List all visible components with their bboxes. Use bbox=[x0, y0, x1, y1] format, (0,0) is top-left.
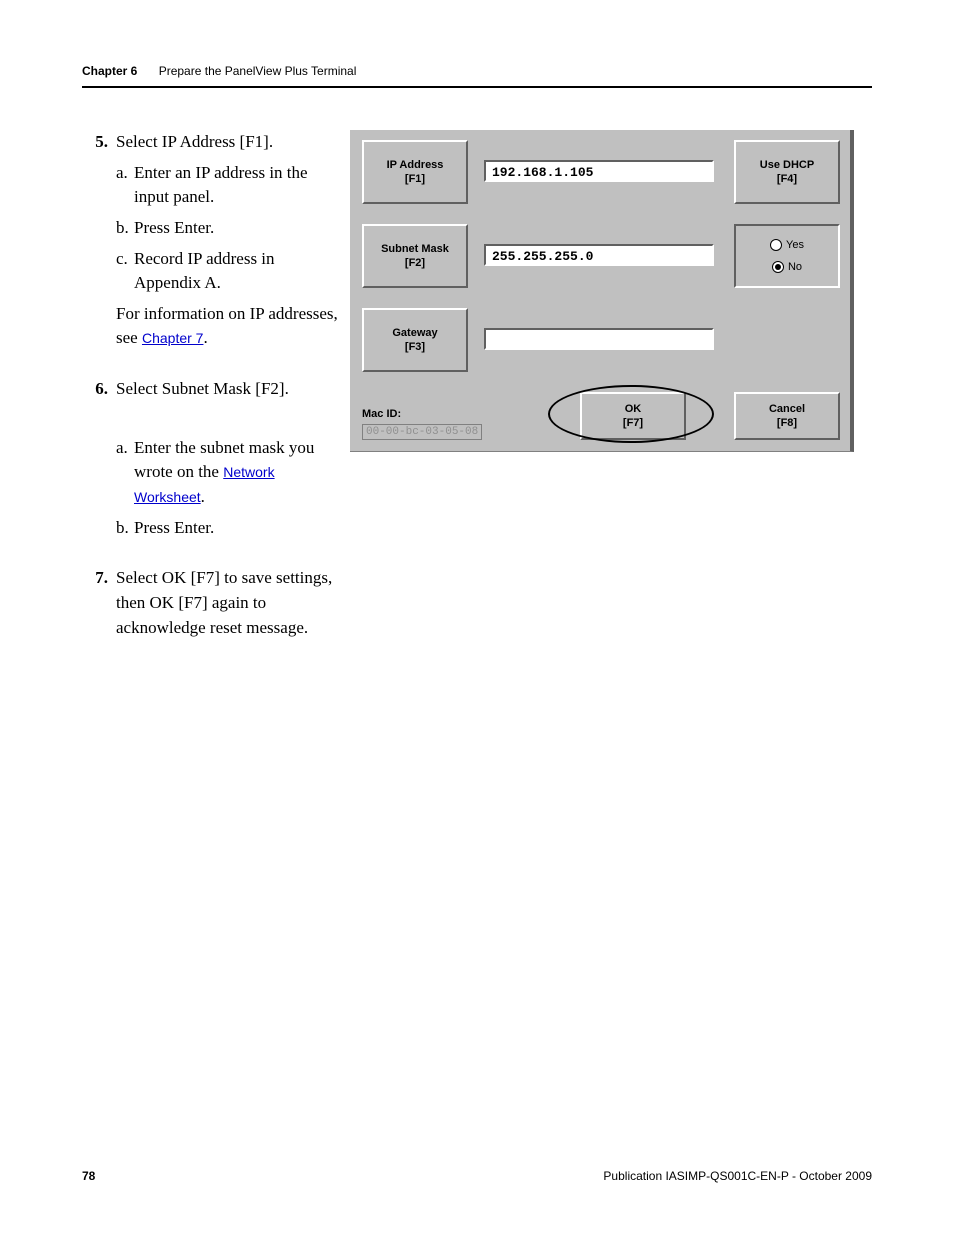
substep-suffix: . bbox=[201, 487, 205, 506]
substep-text: Press Enter. bbox=[134, 218, 214, 237]
button-key: [F2] bbox=[405, 256, 425, 270]
button-label: Cancel bbox=[769, 402, 805, 416]
step-text: Select Subnet Mask [F2]. bbox=[116, 379, 289, 398]
mac-id-label: Mac ID: bbox=[362, 408, 401, 420]
gateway-button[interactable]: Gateway [F3] bbox=[362, 308, 468, 372]
dhcp-yes-radio[interactable]: Yes bbox=[770, 239, 804, 251]
substep-5b: b. Press Enter. bbox=[116, 216, 344, 241]
step-5: 5. Select IP Address [F1]. a. Enter an I… bbox=[82, 130, 344, 351]
button-label: Use DHCP bbox=[760, 158, 814, 172]
substep-letter: b. bbox=[116, 516, 129, 541]
ip-address-input[interactable]: 192.168.1.105 bbox=[484, 160, 714, 182]
ip-address-button[interactable]: IP Address [F1] bbox=[362, 140, 468, 204]
instructions-column: 5. Select IP Address [F1]. a. Enter an I… bbox=[82, 130, 344, 666]
substep-6b: b. Press Enter. bbox=[116, 516, 344, 541]
substep-letter: a. bbox=[116, 161, 128, 186]
button-label: IP Address bbox=[387, 158, 444, 172]
step-5-continuation: For information on IP addresses, see Cha… bbox=[116, 302, 344, 351]
dhcp-no-radio[interactable]: No bbox=[772, 261, 802, 273]
ok-button[interactable]: OK [F7] bbox=[580, 392, 686, 440]
page-number: 78 bbox=[82, 1169, 95, 1183]
radio-on-icon bbox=[772, 261, 784, 273]
radio-label: No bbox=[788, 261, 802, 273]
button-key: [F8] bbox=[777, 416, 797, 430]
substep-6a: a. Enter the subnet mask you wrote on th… bbox=[116, 436, 344, 510]
substep-text: Press Enter. bbox=[134, 518, 214, 537]
mac-id-value: 00-00-bc-03-05-08 bbox=[362, 424, 482, 440]
dhcp-radio-group: Yes No bbox=[734, 224, 840, 288]
radio-off-icon bbox=[770, 239, 782, 251]
header-rule bbox=[82, 86, 872, 88]
substep-letter: b. bbox=[116, 216, 129, 241]
step-text: Select OK [F7] to save settings, then OK… bbox=[116, 568, 332, 636]
step-number: 7. bbox=[82, 566, 108, 591]
step-number: 5. bbox=[82, 130, 108, 155]
substep-text: Enter an IP address in the input panel. bbox=[134, 163, 308, 207]
content-area: 5. Select IP Address [F1]. a. Enter an I… bbox=[82, 130, 872, 666]
publication-info: Publication IASIMP-QS001C-EN-P - October… bbox=[603, 1169, 872, 1183]
chapter-number: Chapter 6 bbox=[82, 64, 137, 78]
button-label: Gateway bbox=[392, 326, 437, 340]
button-key: [F1] bbox=[405, 172, 425, 186]
step-7: 7. Select OK [F7] to save settings, then… bbox=[82, 566, 344, 640]
chapter-7-link[interactable]: Chapter 7 bbox=[142, 330, 203, 346]
step-6: 6. Select Subnet Mask [F2]. a. Enter the… bbox=[82, 377, 344, 540]
button-label: Subnet Mask bbox=[381, 242, 449, 256]
button-key: [F4] bbox=[777, 172, 797, 186]
substep-text: Record IP address in Appendix A. bbox=[134, 249, 275, 293]
radio-label: Yes bbox=[786, 239, 804, 251]
substep-5a: a. Enter an IP address in the input pane… bbox=[116, 161, 344, 210]
cancel-button[interactable]: Cancel [F8] bbox=[734, 392, 840, 440]
gateway-input[interactable] bbox=[484, 328, 714, 350]
substep-letter: a. bbox=[116, 436, 128, 461]
use-dhcp-button[interactable]: Use DHCP [F4] bbox=[734, 140, 840, 204]
subnet-mask-button[interactable]: Subnet Mask [F2] bbox=[362, 224, 468, 288]
substep-5c: c. Record IP address in Appendix A. bbox=[116, 247, 344, 296]
step-number: 6. bbox=[82, 377, 108, 402]
button-key: [F7] bbox=[623, 416, 643, 430]
chapter-title: Prepare the PanelView Plus Terminal bbox=[159, 64, 357, 78]
subnet-mask-input[interactable]: 255.255.255.0 bbox=[484, 244, 714, 266]
continuation-suffix: . bbox=[203, 328, 207, 347]
button-label: OK bbox=[625, 402, 642, 416]
page-footer: 78 Publication IASIMP-QS001C-EN-P - Octo… bbox=[82, 1169, 872, 1183]
button-key: [F3] bbox=[405, 340, 425, 354]
page-header: Chapter 6 Prepare the PanelView Plus Ter… bbox=[82, 64, 872, 78]
step-text: Select IP Address [F1]. bbox=[116, 132, 273, 151]
substep-letter: c. bbox=[116, 247, 128, 272]
terminal-screenshot: IP Address [F1] 192.168.1.105 Use DHCP [… bbox=[350, 130, 854, 452]
